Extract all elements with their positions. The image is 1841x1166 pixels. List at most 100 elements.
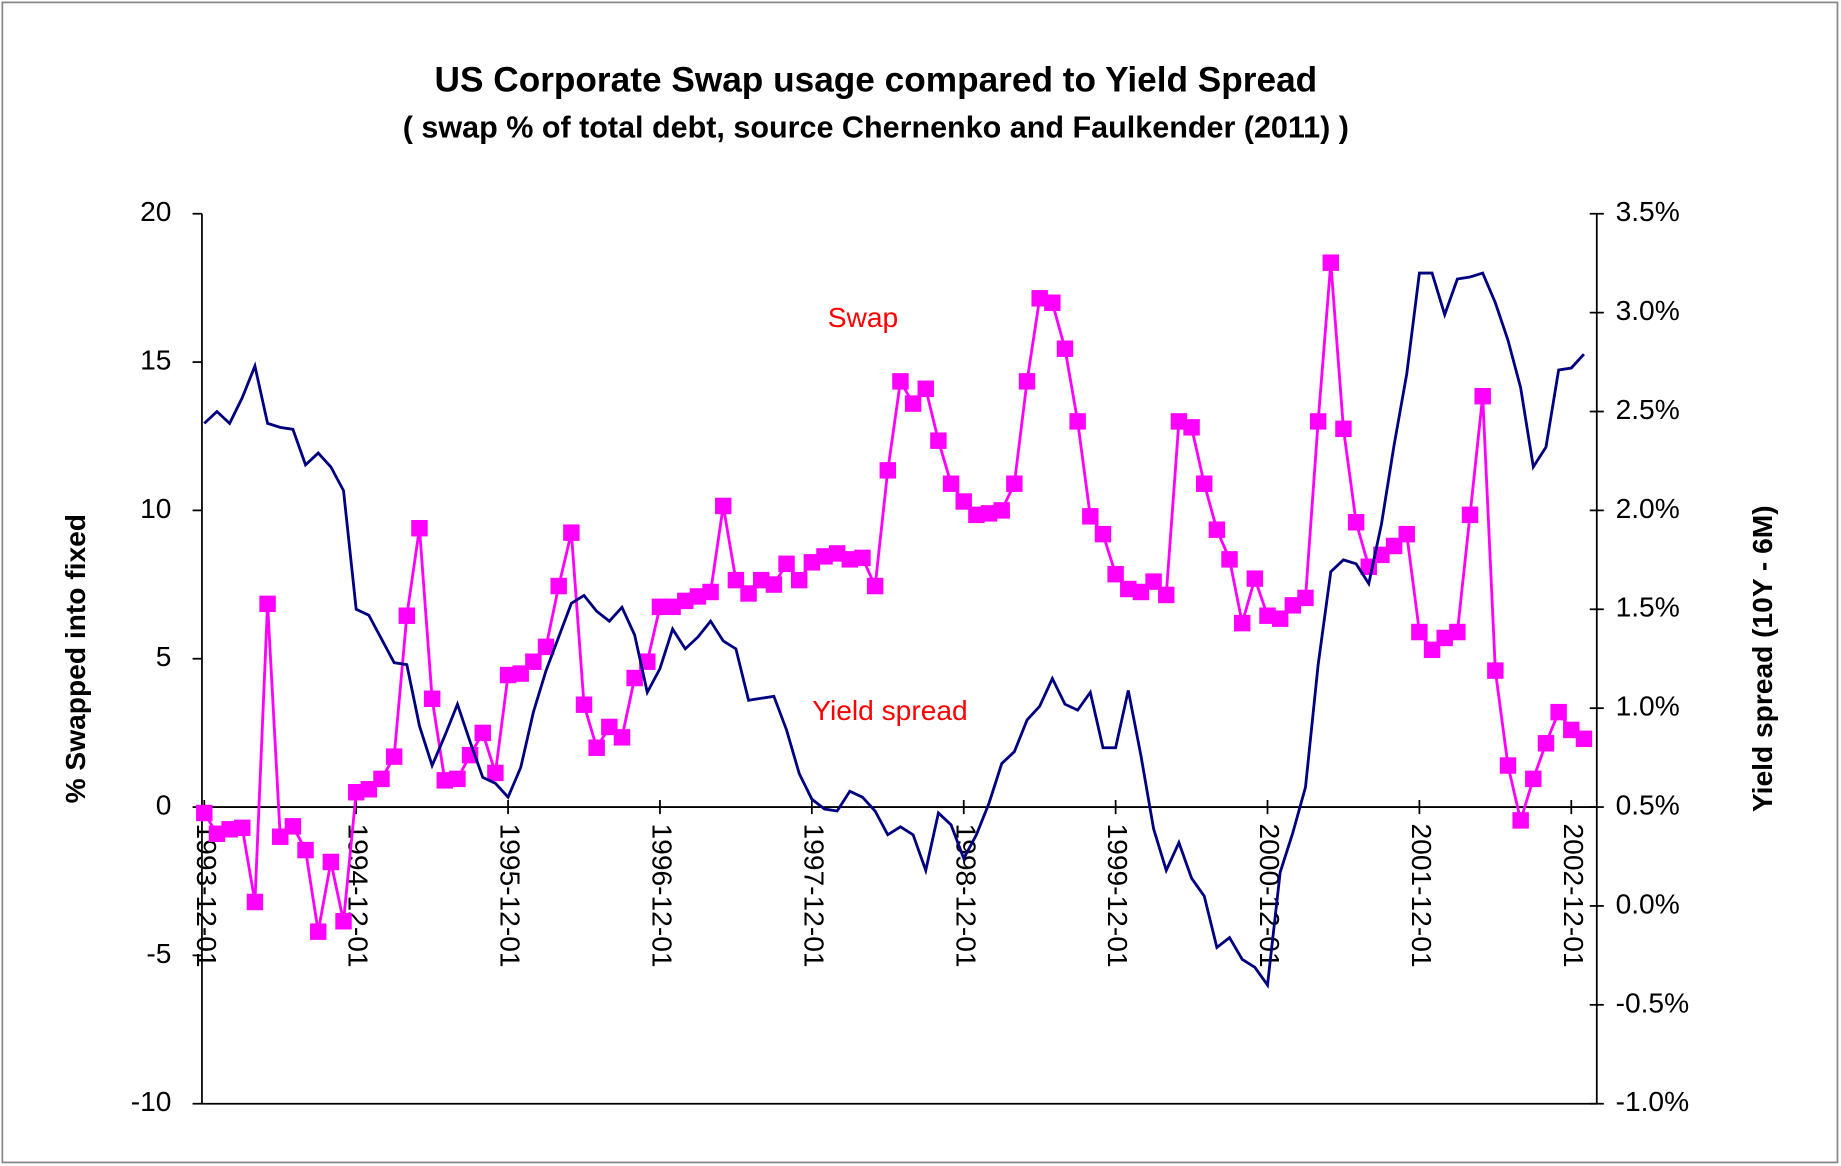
marker [626, 669, 643, 687]
marker [196, 804, 213, 822]
marker [866, 577, 884, 595]
marker [1018, 373, 1036, 390]
marker [423, 690, 441, 707]
y2-tick-label: 3.0% [1616, 294, 1680, 326]
marker [1335, 420, 1352, 438]
marker [588, 739, 605, 756]
marker [1082, 508, 1099, 525]
marker [1120, 580, 1137, 598]
marker [1423, 641, 1441, 659]
annotation: Yield spread [812, 694, 967, 726]
marker [854, 549, 871, 567]
x-tick-label: 2001-12-01 [1406, 823, 1438, 967]
marker [651, 598, 669, 616]
marker [1563, 721, 1580, 739]
marker [1132, 583, 1150, 601]
marker [765, 576, 783, 593]
x-tick-label: 2002-12-01 [1558, 823, 1590, 967]
marker [1398, 525, 1415, 543]
series-line [203, 271, 1585, 989]
marker [613, 729, 631, 746]
marker [752, 571, 770, 589]
marker [385, 748, 403, 765]
marker [1271, 610, 1289, 627]
y-tick-label: 15 [140, 344, 171, 376]
marker [322, 853, 340, 871]
marker [1550, 703, 1567, 721]
marker [715, 497, 732, 515]
marker [563, 524, 580, 541]
annotation: Swap [828, 301, 898, 333]
marker [1449, 623, 1466, 641]
marker [1208, 521, 1226, 538]
y-axis-label: % Swapped into fixed [59, 514, 91, 803]
marker [904, 395, 922, 412]
marker [360, 781, 378, 798]
chart-subtitle: ( swap % of total debt, source Chernenko… [403, 110, 1349, 144]
marker [993, 502, 1010, 519]
marker [221, 821, 238, 838]
marker [1246, 570, 1264, 587]
marker [1031, 290, 1048, 307]
y-tick-label: 5 [156, 640, 172, 672]
marker [727, 571, 745, 589]
marker [955, 493, 972, 510]
marker [297, 841, 314, 859]
marker [550, 577, 567, 595]
marker [790, 571, 808, 589]
x-tick-label: 1994-12-01 [343, 823, 375, 967]
marker [1006, 475, 1023, 492]
marker [677, 592, 694, 610]
marker [639, 653, 656, 670]
marker [208, 825, 226, 842]
marker [917, 380, 934, 397]
y-tick-label: 10 [140, 492, 171, 524]
y2-tick-label: 2.5% [1616, 393, 1680, 425]
marker [234, 819, 251, 837]
marker [601, 718, 618, 736]
marker [1575, 730, 1593, 748]
marker [335, 913, 352, 930]
marker [778, 555, 795, 573]
x-tick-label: 1996-12-01 [647, 823, 679, 967]
marker [284, 818, 302, 835]
x-tick-label: 1995-12-01 [495, 823, 527, 967]
y2-tick-label: 2.0% [1616, 492, 1680, 524]
marker [968, 506, 985, 524]
y-tick-label: 20 [140, 195, 171, 227]
marker [1474, 387, 1491, 405]
y-tick-label: -5 [146, 937, 171, 969]
marker [892, 373, 909, 390]
y2-tick-label: -1.0% [1616, 1085, 1690, 1117]
marker [272, 828, 289, 845]
marker [930, 432, 947, 449]
marker [1411, 623, 1428, 641]
marker [1461, 506, 1479, 524]
marker [398, 607, 416, 624]
marker [664, 598, 681, 616]
marker [689, 588, 707, 605]
marker [1145, 573, 1162, 590]
marker [575, 696, 593, 713]
series-line [203, 262, 1585, 932]
marker [411, 519, 428, 537]
marker [828, 545, 846, 562]
marker [1094, 525, 1112, 543]
marker [1322, 254, 1340, 271]
y2-tick-label: 1.0% [1616, 690, 1680, 722]
marker [512, 665, 529, 682]
marker [1221, 551, 1238, 568]
marker [1196, 475, 1213, 492]
marker [942, 475, 960, 492]
marker [373, 770, 390, 788]
marker [1259, 607, 1276, 624]
marker [1170, 413, 1188, 430]
marker [1297, 589, 1314, 607]
marker [1436, 629, 1453, 647]
y2-tick-label: 0.5% [1616, 788, 1680, 820]
x-tick-label: 1997-12-01 [798, 823, 830, 967]
marker [740, 585, 757, 602]
y-tick-label: -10 [131, 1085, 172, 1117]
